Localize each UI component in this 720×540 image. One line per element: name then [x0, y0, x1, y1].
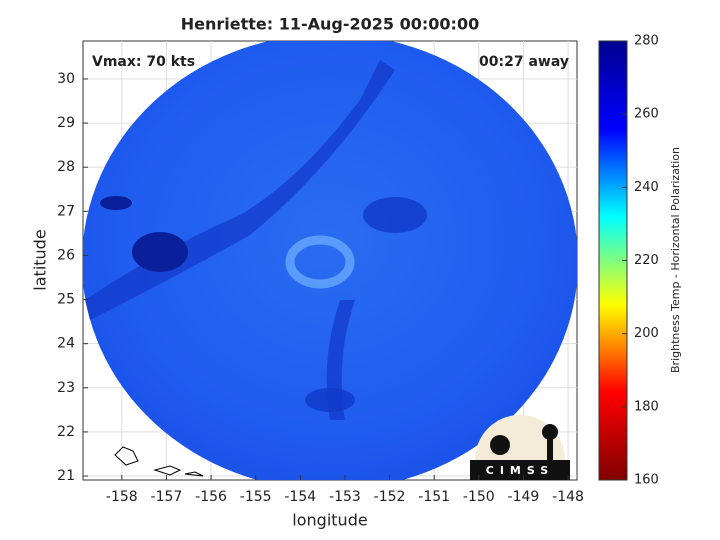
- colorbar-tick-label: 160: [634, 473, 659, 488]
- colorbar-tick-label: 220: [634, 253, 659, 268]
- x-tick-label: -148: [552, 489, 584, 505]
- y-tick-label: 28: [57, 159, 75, 175]
- colorbar-tick-label: 280: [634, 34, 659, 49]
- x-tick-label: -152: [374, 489, 406, 505]
- colorbar-tick-label: 240: [634, 180, 659, 195]
- y-tick-label: 23: [57, 380, 75, 396]
- y-tick-label: 22: [57, 424, 75, 440]
- x-tick-label: -149: [508, 489, 540, 505]
- x-tick-label: -157: [151, 489, 183, 505]
- colorbar-tick-label: 200: [634, 326, 659, 341]
- colorbar-label: Brightness Temp - Horizontal Polarizatio…: [669, 147, 682, 373]
- x-tick-label: -153: [329, 489, 361, 505]
- y-tick-label: 24: [57, 336, 75, 352]
- y-tick-label: 30: [57, 71, 75, 87]
- satellite-swath: [83, 41, 577, 480]
- logo-text: CIMSS: [486, 464, 554, 477]
- y-tick-label: 26: [57, 247, 75, 263]
- y-tick-label: 25: [57, 292, 75, 308]
- y-axis-label: latitude: [31, 229, 50, 290]
- colorbar-tick-label: 180: [634, 399, 659, 414]
- logo: CIMSS: [470, 415, 570, 480]
- chart-title: Henriette: 11-Aug-2025 00:00:00: [181, 15, 479, 34]
- colorbar-tick-label: 260: [634, 107, 659, 122]
- annotation: Vmax: 70 kts: [92, 54, 195, 70]
- x-axis-label: longitude: [292, 511, 367, 530]
- y-tick-label: 29: [57, 115, 75, 131]
- x-tick-label: -150: [463, 489, 495, 505]
- y-tick-label: 27: [57, 203, 75, 219]
- annotation: 00:27 away: [479, 54, 569, 70]
- x-tick-label: -154: [284, 489, 316, 505]
- x-tick-label: -156: [195, 489, 227, 505]
- y-tick-label: 21: [57, 468, 75, 484]
- x-tick-label: -158: [106, 489, 138, 505]
- x-tick-label: -151: [418, 489, 450, 505]
- x-tick-label: -155: [240, 489, 272, 505]
